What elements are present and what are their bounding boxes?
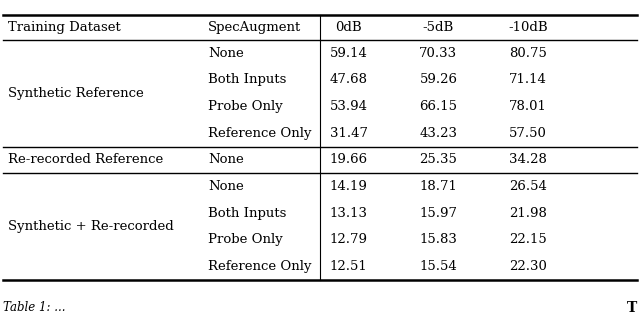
- Text: 12.51: 12.51: [330, 260, 367, 273]
- Text: 59.14: 59.14: [330, 47, 368, 60]
- Text: 19.66: 19.66: [330, 153, 368, 166]
- Text: Synthetic + Re-recorded: Synthetic + Re-recorded: [8, 220, 173, 233]
- Text: 34.28: 34.28: [509, 153, 547, 166]
- Text: Both Inputs: Both Inputs: [208, 73, 286, 86]
- Text: 14.19: 14.19: [330, 180, 368, 193]
- Text: 71.14: 71.14: [509, 73, 547, 86]
- Text: Re-recorded Reference: Re-recorded Reference: [8, 153, 163, 166]
- Text: 26.54: 26.54: [509, 180, 547, 193]
- Text: 22.15: 22.15: [509, 233, 547, 246]
- Text: 15.83: 15.83: [419, 233, 458, 246]
- Text: 57.50: 57.50: [509, 127, 547, 140]
- Text: 70.33: 70.33: [419, 47, 458, 60]
- Text: Reference Only: Reference Only: [208, 127, 312, 140]
- Text: 59.26: 59.26: [419, 73, 458, 86]
- Text: SpecAugment: SpecAugment: [208, 21, 301, 34]
- Text: 43.23: 43.23: [419, 127, 458, 140]
- Text: 12.79: 12.79: [330, 233, 368, 246]
- Text: 80.75: 80.75: [509, 47, 547, 60]
- Text: 53.94: 53.94: [330, 100, 368, 113]
- Text: None: None: [208, 47, 244, 60]
- Text: 25.35: 25.35: [419, 153, 458, 166]
- Text: 78.01: 78.01: [509, 100, 547, 113]
- Text: 47.68: 47.68: [330, 73, 368, 86]
- Text: Table 1: ...: Table 1: ...: [3, 301, 66, 314]
- Text: -5dB: -5dB: [423, 21, 454, 34]
- Text: Synthetic Reference: Synthetic Reference: [8, 87, 143, 100]
- Text: Training Dataset: Training Dataset: [8, 21, 120, 34]
- Text: Probe Only: Probe Only: [208, 233, 283, 246]
- Text: Probe Only: Probe Only: [208, 100, 283, 113]
- Text: 15.54: 15.54: [420, 260, 457, 273]
- Text: 21.98: 21.98: [509, 207, 547, 220]
- Text: 13.13: 13.13: [330, 207, 368, 220]
- Text: T: T: [627, 301, 637, 315]
- Text: 22.30: 22.30: [509, 260, 547, 273]
- Text: 66.15: 66.15: [419, 100, 458, 113]
- Text: Both Inputs: Both Inputs: [208, 207, 286, 220]
- Text: Reference Only: Reference Only: [208, 260, 312, 273]
- Text: 0dB: 0dB: [335, 21, 362, 34]
- Text: 31.47: 31.47: [330, 127, 368, 140]
- Text: None: None: [208, 180, 244, 193]
- Text: 15.97: 15.97: [419, 207, 458, 220]
- Text: -10dB: -10dB: [508, 21, 548, 34]
- Text: None: None: [208, 153, 244, 166]
- Text: 18.71: 18.71: [419, 180, 458, 193]
